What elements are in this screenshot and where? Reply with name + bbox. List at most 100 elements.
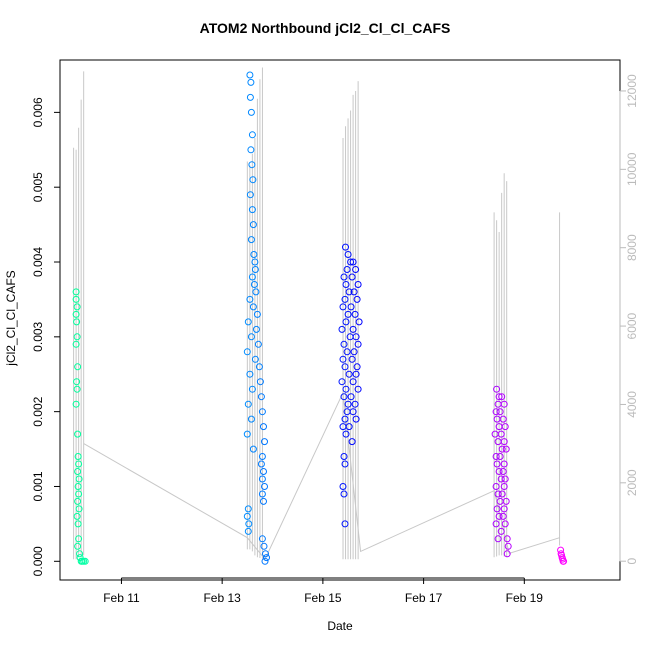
data-point xyxy=(261,438,268,446)
data-point xyxy=(243,430,251,438)
data-point xyxy=(499,415,507,423)
data-point xyxy=(248,161,256,169)
data-point xyxy=(252,288,260,296)
data-point xyxy=(347,393,355,401)
chart-title: ATOM2 Northbound jCl2_Cl_Cl_CAFS xyxy=(199,20,451,36)
data-point xyxy=(72,295,80,303)
data-point xyxy=(340,453,348,460)
data-point xyxy=(493,505,501,513)
data-point xyxy=(257,460,265,468)
data-point xyxy=(244,527,252,535)
data-point xyxy=(247,333,255,341)
x-tick-label: Feb 15 xyxy=(304,591,342,605)
data-point xyxy=(342,430,350,438)
data-point xyxy=(249,176,257,184)
data-point xyxy=(344,400,352,408)
data-point xyxy=(343,348,351,356)
data-point xyxy=(500,400,508,408)
y-tick-label: 0.002 xyxy=(31,396,45,426)
data-point xyxy=(499,512,507,520)
data-point xyxy=(261,557,269,565)
data-point xyxy=(498,393,506,401)
data-point xyxy=(338,378,346,386)
data-point xyxy=(255,363,263,371)
data-point xyxy=(354,385,362,393)
data-point xyxy=(347,303,355,311)
data-point xyxy=(76,554,84,562)
data-point xyxy=(260,423,267,431)
data-point xyxy=(560,557,568,565)
data-point xyxy=(350,348,358,356)
y-tick-label: 0.000 xyxy=(31,546,45,576)
data-point xyxy=(348,273,356,281)
data-point xyxy=(256,378,264,386)
data-point xyxy=(352,266,360,273)
data-point xyxy=(354,281,362,288)
data-point xyxy=(353,363,361,371)
x-tick-label: Feb 11 xyxy=(103,591,140,605)
data-point xyxy=(249,221,257,229)
data-point xyxy=(493,415,501,423)
data-point xyxy=(254,340,262,348)
y2-tick-label: 0 xyxy=(625,558,639,565)
data-point xyxy=(496,497,504,505)
y2-tick-label: 12000 xyxy=(625,74,639,108)
data-point xyxy=(340,340,348,348)
data-point xyxy=(494,438,502,446)
data-point xyxy=(258,408,266,416)
data-point xyxy=(261,483,268,490)
data-point xyxy=(341,295,349,303)
y2-tick-label: 8000 xyxy=(625,234,639,261)
data-point xyxy=(249,445,257,453)
y-tick-label: 0.004 xyxy=(31,247,45,277)
data-point xyxy=(251,355,259,363)
data-point xyxy=(260,468,267,475)
x-axis-label: Date xyxy=(327,619,353,633)
data-point xyxy=(352,370,360,378)
data-point xyxy=(75,475,83,483)
data-point xyxy=(340,393,348,401)
data-point xyxy=(494,535,502,543)
data-point xyxy=(557,546,565,554)
data-point xyxy=(72,340,80,348)
data-point xyxy=(246,191,254,199)
data-point xyxy=(74,520,82,528)
data-point xyxy=(338,325,346,333)
data-point xyxy=(73,378,81,386)
data-point xyxy=(342,281,350,288)
data-point xyxy=(247,415,255,423)
data-point xyxy=(503,535,511,543)
data-point xyxy=(257,393,265,401)
data-point xyxy=(345,288,353,296)
data-point xyxy=(348,438,356,446)
y2-tick-label: 10000 xyxy=(625,152,639,186)
y-tick-label: 0.005 xyxy=(31,172,45,202)
data-point xyxy=(498,445,506,453)
data-point xyxy=(501,520,509,528)
data-point xyxy=(347,258,355,266)
data-point xyxy=(245,520,253,528)
y-tick-label: 0.001 xyxy=(31,471,45,501)
data-point xyxy=(492,408,500,416)
data-point xyxy=(75,490,83,498)
data-point xyxy=(248,273,256,281)
data-point xyxy=(74,453,82,460)
data-point xyxy=(74,363,82,371)
data-point xyxy=(243,512,251,520)
data-point xyxy=(344,251,352,258)
data-point xyxy=(258,475,266,483)
data-point xyxy=(349,378,357,386)
data-point xyxy=(341,363,349,371)
data-point xyxy=(495,393,503,401)
data-point xyxy=(346,333,354,341)
data-point xyxy=(247,78,255,86)
data-point xyxy=(351,310,359,318)
data-point xyxy=(350,288,358,296)
data-point xyxy=(351,400,359,408)
data-point xyxy=(72,288,80,296)
data-point xyxy=(73,512,81,520)
x-tick-label: Feb 13 xyxy=(203,591,241,605)
x-tick-label: Feb 17 xyxy=(405,591,443,605)
